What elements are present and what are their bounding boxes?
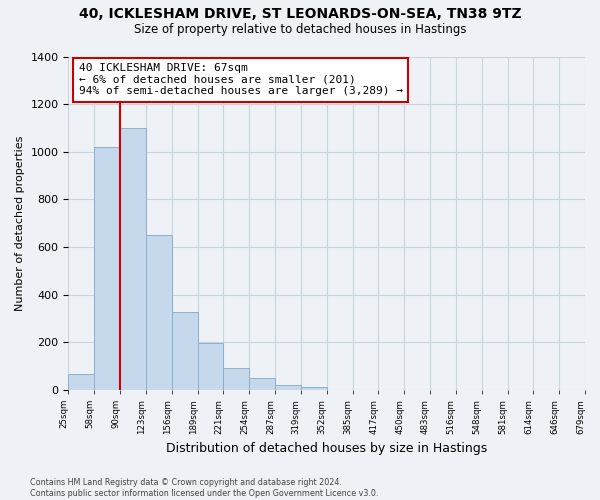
Text: Size of property relative to detached houses in Hastings: Size of property relative to detached ho… (134, 22, 466, 36)
Bar (68, 374, 94, 390)
Bar (197, 344, 223, 390)
Bar (146, 235, 172, 390)
Bar (172, 312, 197, 390)
Text: Contains HM Land Registry data © Crown copyright and database right 2024.
Contai: Contains HM Land Registry data © Crown c… (30, 478, 379, 498)
Text: 40, ICKLESHAM DRIVE, ST LEONARDS-ON-SEA, TN38 9TZ: 40, ICKLESHAM DRIVE, ST LEONARDS-ON-SEA,… (79, 8, 521, 22)
Y-axis label: Number of detached properties: Number of detached properties (15, 136, 25, 311)
Bar (249, 378, 275, 390)
Text: 40 ICKLESHAM DRIVE: 67sqm
← 6% of detached houses are smaller (201)
94% of semi-: 40 ICKLESHAM DRIVE: 67sqm ← 6% of detach… (79, 63, 403, 96)
Bar (120, 128, 146, 390)
Bar (301, 388, 327, 390)
X-axis label: Distribution of detached houses by size in Hastings: Distribution of detached houses by size … (166, 442, 487, 455)
Bar (275, 384, 301, 390)
Bar (94, 147, 120, 390)
Bar (223, 368, 249, 390)
